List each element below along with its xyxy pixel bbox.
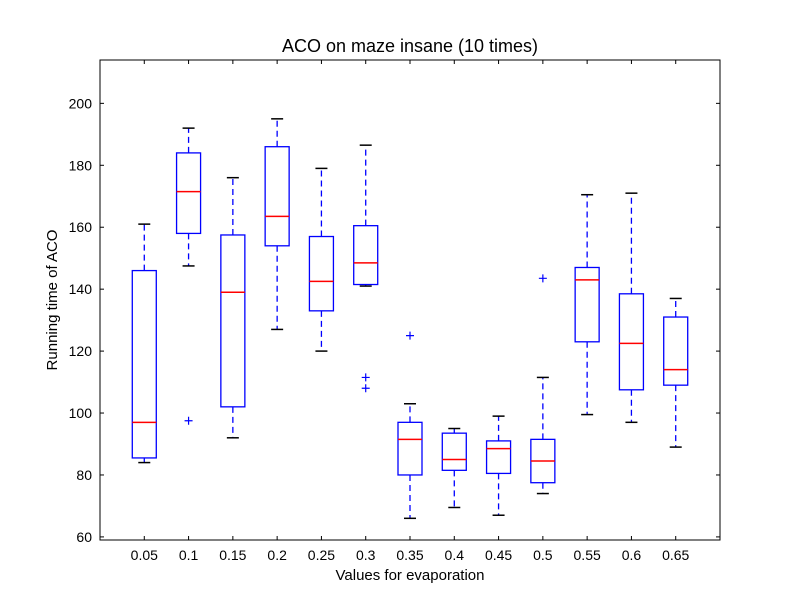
y-tick-label: 120 [69, 343, 93, 359]
x-tick-label: 0.45 [485, 547, 512, 563]
y-tick-label: 60 [76, 529, 92, 545]
box [175, 152, 202, 235]
box-group-0_6 [618, 192, 645, 424]
x-tick-label: 0.4 [445, 547, 465, 563]
box-group-0_1 [175, 127, 202, 425]
outlier-marker [406, 331, 414, 340]
x-tick-label: 0.65 [662, 547, 689, 563]
box [397, 421, 423, 476]
y-tick-label: 160 [69, 219, 93, 235]
x-tick-label: 0.1 [179, 547, 199, 563]
box-group-0_55 [574, 193, 600, 416]
box-group-0_5 [530, 274, 556, 495]
box-group-0_65 [663, 297, 689, 448]
x-tick-label: 0.2 [267, 547, 287, 563]
outlier-marker [184, 416, 193, 425]
y-tick-label: 180 [69, 157, 93, 173]
box [618, 293, 645, 391]
outlier-marker [361, 373, 370, 382]
box [308, 235, 335, 312]
x-tick-label: 0.35 [396, 547, 423, 563]
box-group-0_4 [441, 427, 467, 509]
y-axis-label: Running time of ACO [44, 230, 61, 371]
x-tick-label: 0.15 [219, 547, 246, 563]
y-tick-label: 140 [69, 281, 93, 297]
outlier-marker [538, 274, 547, 283]
y-tick-label: 100 [69, 405, 93, 421]
chart-title: ACO on maze insane (10 times) [282, 36, 538, 56]
box [485, 440, 512, 475]
box-group-0_45 [485, 415, 512, 516]
box [264, 146, 290, 247]
box [574, 266, 600, 343]
plot-area [131, 118, 689, 520]
x-axis-label: Values for evaporation [336, 567, 485, 584]
box-group-0_25 [308, 167, 335, 352]
box [663, 316, 689, 386]
box-group-0_3 [353, 144, 379, 393]
x-tick-label: 0.55 [574, 547, 601, 563]
box [353, 225, 379, 286]
box [441, 432, 467, 471]
y-tick-label: 80 [76, 467, 92, 483]
x-tick-label: 0.25 [308, 547, 335, 563]
box-group-0_35 [397, 331, 423, 520]
plot-frame [99, 59, 721, 541]
x-tick-label: 0.05 [131, 547, 158, 563]
box [131, 269, 157, 459]
x-tick-label: 0.5 [533, 547, 553, 563]
y-tick-label: 200 [69, 95, 93, 111]
box-group-0_05 [131, 223, 157, 464]
box-group-0_2 [264, 118, 290, 331]
x-tick-label: 0.6 [622, 547, 642, 563]
box [220, 234, 246, 408]
outlier-marker [361, 384, 370, 393]
x-tick-label: 0.3 [356, 547, 376, 563]
box-group-0_15 [220, 176, 246, 439]
